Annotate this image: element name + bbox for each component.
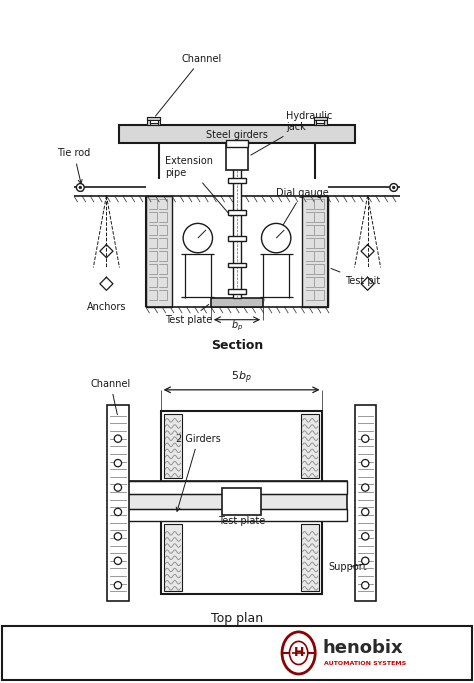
- Bar: [127, 482, 347, 494]
- Bar: [146, 195, 172, 307]
- Bar: [226, 140, 248, 147]
- Circle shape: [362, 484, 369, 491]
- Text: Test plate: Test plate: [218, 516, 265, 526]
- Bar: [314, 117, 327, 120]
- Text: H: H: [293, 646, 304, 660]
- Text: AUTOMATION SYSTEMS: AUTOMATION SYSTEMS: [324, 661, 406, 667]
- Circle shape: [362, 582, 369, 589]
- Text: Steel girders: Steel girders: [206, 130, 268, 140]
- Bar: [164, 524, 182, 591]
- Text: $5b_p$: $5b_p$: [231, 370, 252, 387]
- Bar: [127, 482, 347, 521]
- Bar: [119, 126, 355, 143]
- Bar: [107, 405, 128, 600]
- Text: Test pit: Test pit: [331, 268, 380, 285]
- Bar: [302, 195, 328, 307]
- Text: Hydraulic
jack: Hydraulic jack: [251, 111, 332, 155]
- Circle shape: [114, 435, 122, 443]
- Bar: [301, 524, 319, 591]
- Bar: [147, 117, 150, 126]
- Bar: [226, 143, 248, 169]
- Bar: [314, 123, 327, 126]
- Text: Test plate: Test plate: [165, 305, 212, 325]
- Bar: [228, 158, 246, 163]
- Bar: [228, 236, 246, 241]
- Circle shape: [114, 460, 122, 466]
- Text: Anchors: Anchors: [87, 302, 126, 311]
- Circle shape: [390, 184, 398, 191]
- Circle shape: [79, 186, 82, 189]
- Bar: [228, 262, 246, 268]
- Circle shape: [362, 533, 369, 540]
- Circle shape: [183, 223, 212, 253]
- Bar: [164, 415, 182, 478]
- Text: 2 Girders: 2 Girders: [176, 434, 221, 512]
- Text: henobix: henobix: [322, 639, 403, 657]
- Circle shape: [362, 508, 369, 516]
- Circle shape: [76, 184, 84, 191]
- Bar: [324, 117, 327, 126]
- Bar: [233, 143, 241, 298]
- Bar: [161, 411, 322, 594]
- Text: Channel: Channel: [91, 379, 131, 415]
- Circle shape: [362, 557, 369, 564]
- Circle shape: [114, 484, 122, 491]
- Circle shape: [114, 533, 122, 540]
- Text: Channel: Channel: [155, 54, 222, 116]
- Circle shape: [362, 460, 369, 466]
- Bar: [314, 117, 316, 126]
- Text: Section: Section: [211, 339, 263, 352]
- Bar: [222, 488, 262, 515]
- Text: Extension
pipe: Extension pipe: [165, 156, 231, 217]
- Text: Tie rod: Tie rod: [57, 148, 91, 184]
- Bar: [127, 509, 347, 521]
- Text: Top plan: Top plan: [211, 613, 263, 626]
- Bar: [301, 415, 319, 478]
- Text: henobix: henobix: [275, 527, 325, 540]
- Text: H: H: [235, 525, 248, 542]
- Bar: [147, 123, 160, 126]
- Text: $b_p$: $b_p$: [231, 318, 243, 333]
- Bar: [228, 210, 246, 215]
- Circle shape: [392, 186, 395, 189]
- Circle shape: [262, 223, 291, 253]
- Bar: [211, 298, 263, 307]
- Circle shape: [114, 508, 122, 516]
- Bar: [147, 117, 160, 120]
- Bar: [355, 405, 376, 600]
- Circle shape: [114, 582, 122, 589]
- Text: Support: Support: [328, 562, 367, 572]
- Text: Dial gauge: Dial gauge: [276, 188, 329, 234]
- Bar: [158, 117, 160, 126]
- Circle shape: [362, 435, 369, 443]
- Circle shape: [114, 557, 122, 564]
- Bar: [228, 178, 246, 182]
- Bar: [228, 289, 246, 294]
- Text: Mob:- 8750865452: Mob:- 8750865452: [7, 12, 168, 27]
